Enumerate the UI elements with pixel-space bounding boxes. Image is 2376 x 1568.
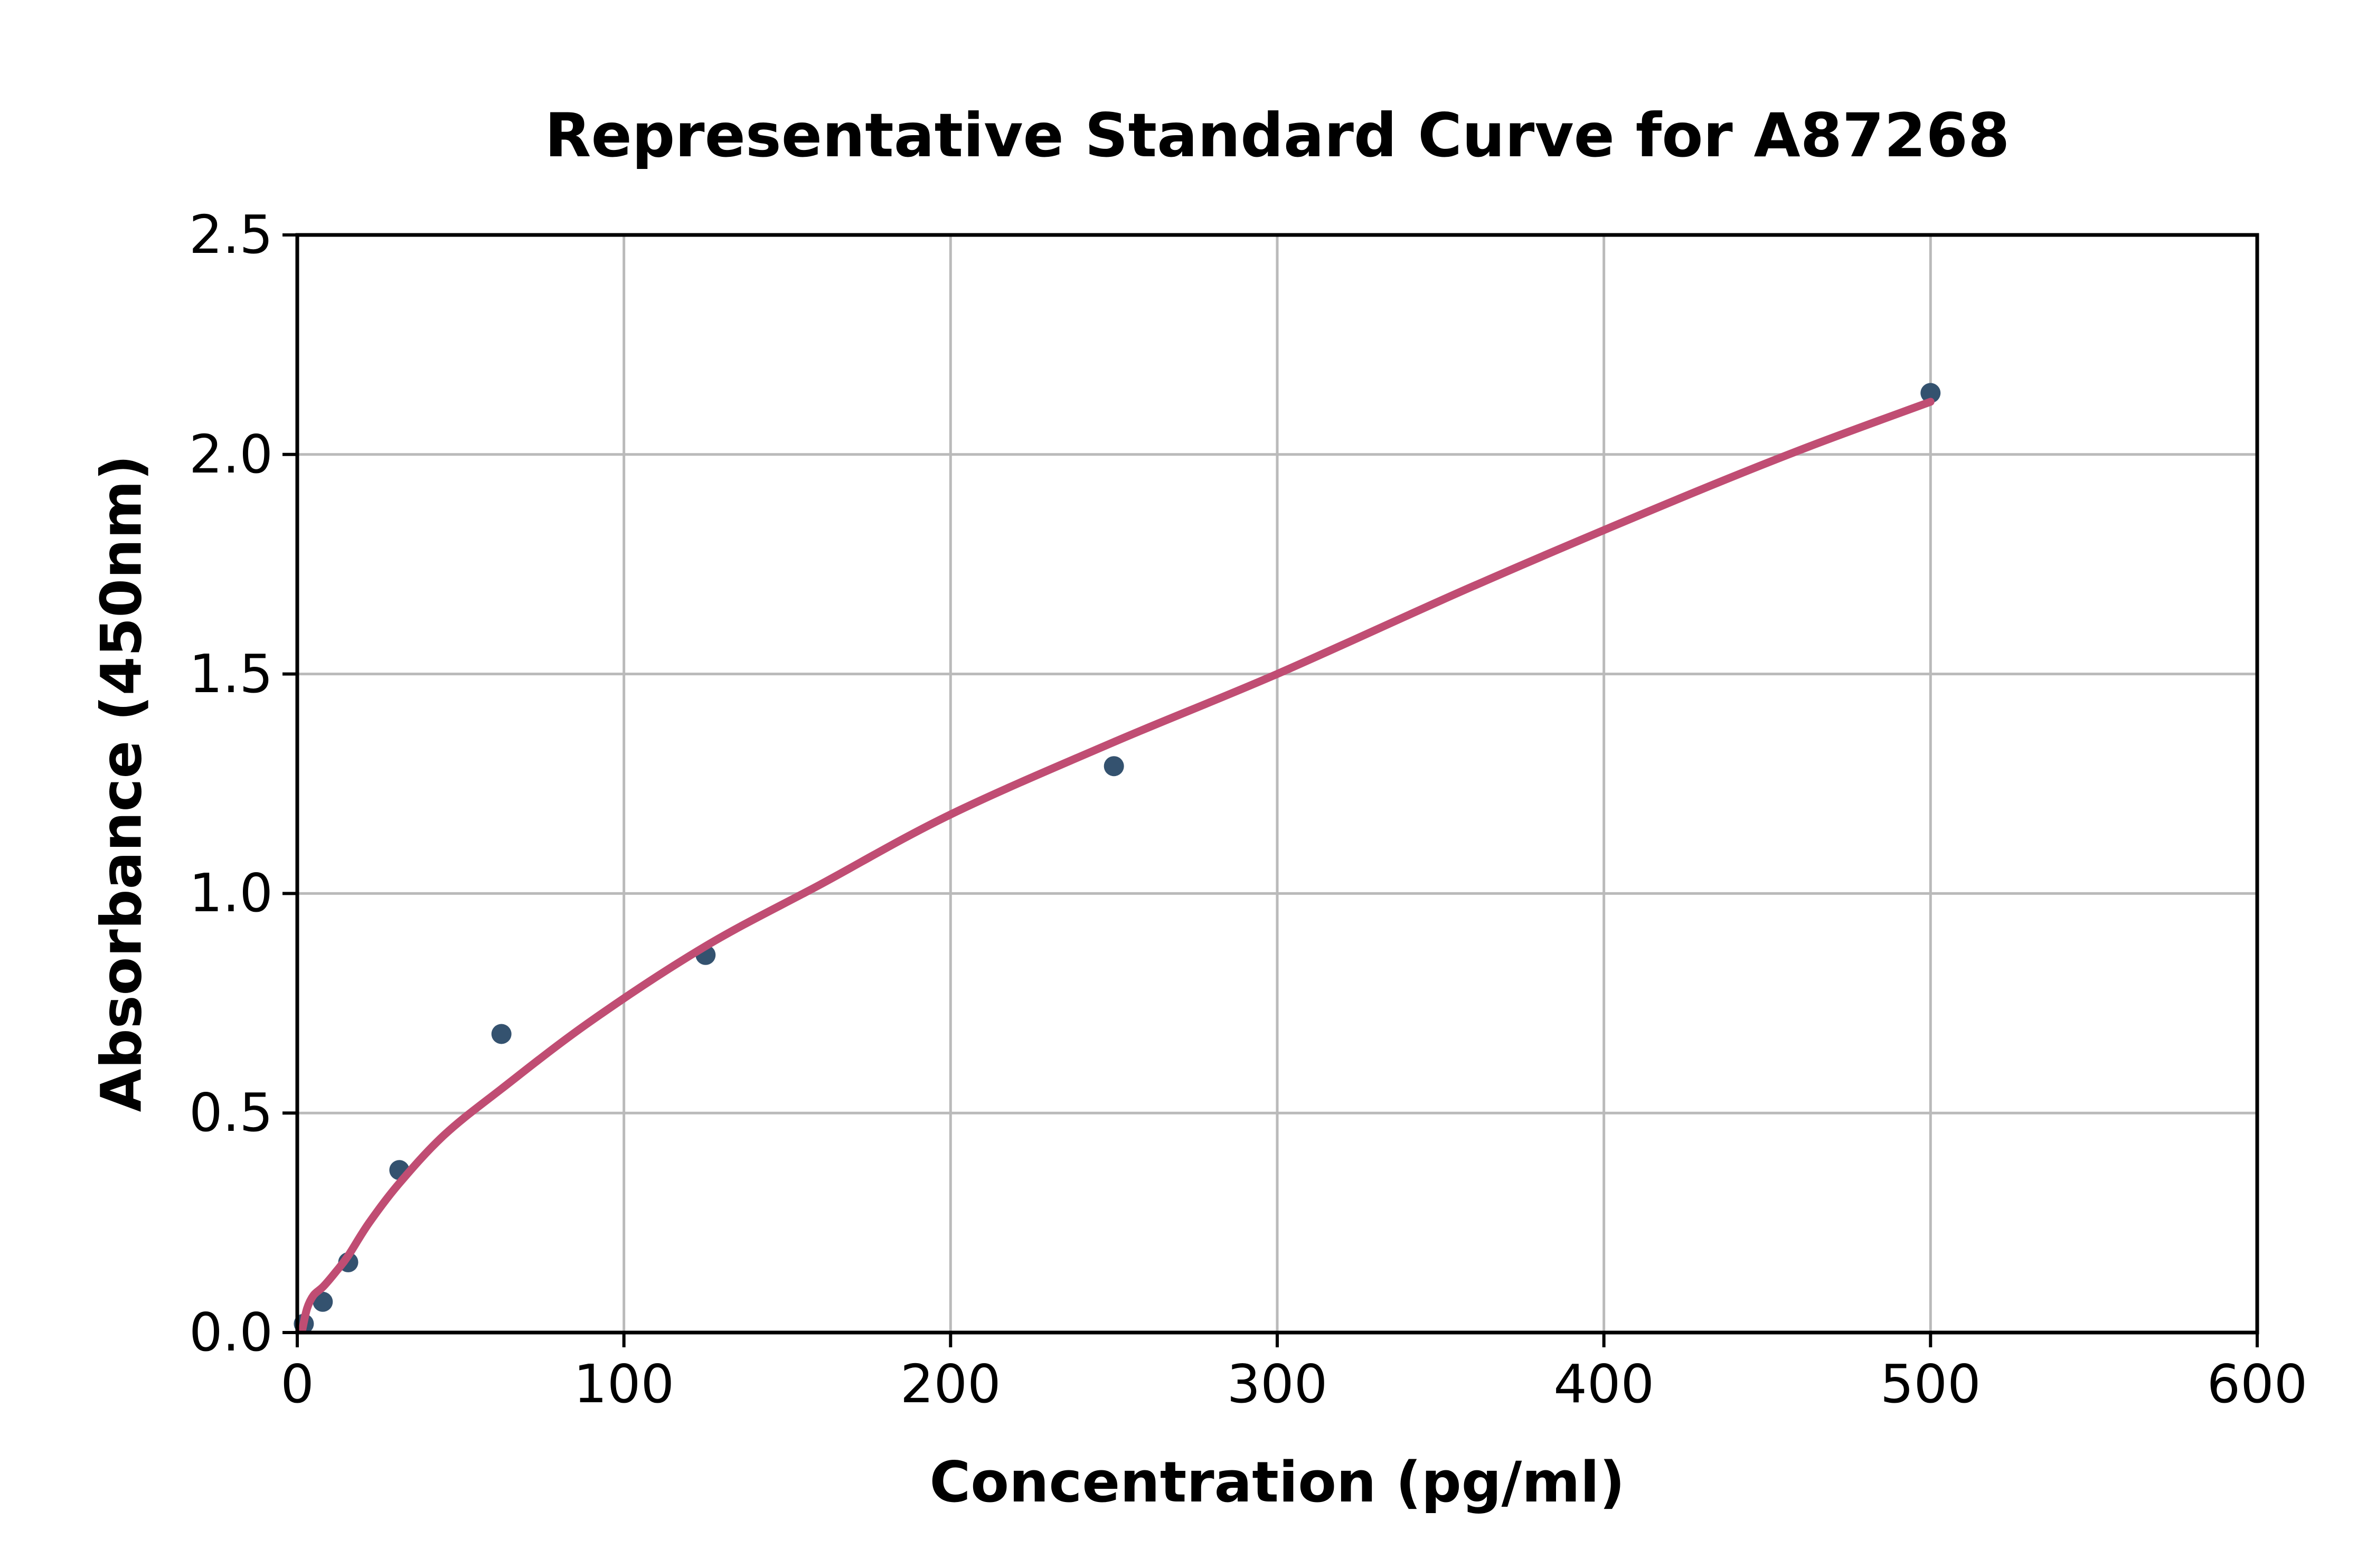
data-point-marker <box>491 1024 512 1044</box>
x-tick-label: 100 <box>573 1353 675 1415</box>
fitted-curve-line <box>298 398 1935 1335</box>
y-tick-label: 0.5 <box>188 1082 273 1144</box>
y-tick-label: 0.0 <box>188 1301 273 1363</box>
y-tick-label: 2.5 <box>188 204 273 266</box>
y-axis-label: Absorbance (450nm) <box>89 455 154 1112</box>
x-tick-label: 400 <box>1553 1353 1655 1415</box>
y-tick-label: 2.0 <box>188 423 273 485</box>
y-tick-label: 1.5 <box>188 643 273 705</box>
plot-border <box>295 233 2259 1335</box>
x-tick-label: 0 <box>280 1353 314 1415</box>
x-tick-label: 300 <box>1227 1353 1328 1415</box>
data-point-marker <box>1104 756 1124 777</box>
data-point-marker <box>313 1291 333 1312</box>
x-tick-label: 500 <box>1880 1353 1981 1415</box>
y-tick-label: 1.0 <box>188 862 273 924</box>
data-point-marker <box>1920 383 1941 403</box>
chart-title: Representative Standard Curve for A87268 <box>544 100 2010 171</box>
x-tick-label: 600 <box>2207 1353 2308 1415</box>
x-tick-label: 200 <box>900 1353 1001 1415</box>
x-axis-label: Concentration (pg/ml) <box>929 1450 1625 1515</box>
